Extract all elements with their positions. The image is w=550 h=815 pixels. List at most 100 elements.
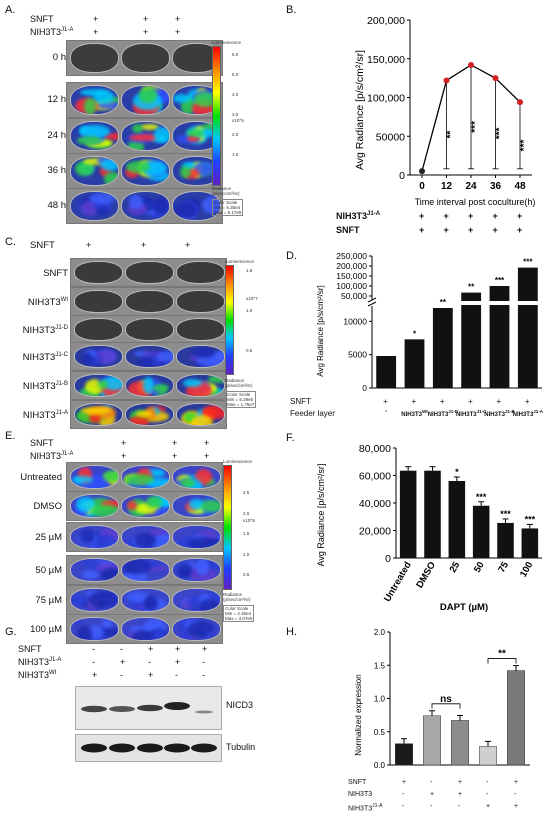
feeder-label-main: NIH3T3 bbox=[427, 412, 449, 418]
signal-blob bbox=[177, 563, 192, 577]
signal-blob bbox=[83, 158, 111, 166]
signal-blob bbox=[125, 474, 155, 486]
time-label: 0 h bbox=[52, 52, 66, 63]
bar-break-gap bbox=[488, 301, 511, 305]
plus-sign: + bbox=[172, 438, 178, 448]
significance-label: *** bbox=[495, 276, 505, 285]
y-tick-label: 0 bbox=[399, 170, 405, 182]
signal-blob bbox=[128, 415, 149, 425]
x-tick-label: 75 bbox=[496, 559, 511, 574]
well bbox=[121, 588, 170, 612]
signal-blob bbox=[128, 194, 144, 210]
y-tick-label: 100,000 bbox=[367, 93, 405, 105]
panel-a-tick: 6.0 bbox=[232, 52, 239, 57]
signal-blob bbox=[81, 559, 102, 567]
bar bbox=[424, 470, 441, 558]
bar bbox=[461, 292, 482, 388]
signal-blob bbox=[103, 470, 118, 483]
row-label: NIH3T3J1-A bbox=[18, 657, 61, 667]
y-tick-label: 200,000 bbox=[367, 15, 405, 27]
sign: + bbox=[486, 803, 491, 810]
sign: - bbox=[92, 657, 95, 667]
signal-blob bbox=[153, 383, 170, 393]
well bbox=[70, 191, 119, 221]
panel-d-row-snft: SNFT bbox=[290, 397, 311, 406]
signal-blob bbox=[129, 133, 159, 142]
dose-label: DMSO bbox=[33, 501, 63, 512]
significance-label: *** bbox=[525, 514, 536, 524]
y-tick-label: 80,000 bbox=[359, 443, 391, 455]
well bbox=[176, 261, 225, 284]
signal-blob bbox=[198, 599, 220, 611]
plus-sign: + bbox=[496, 397, 502, 406]
significance-label: ns bbox=[440, 694, 452, 705]
signal-blob bbox=[183, 168, 199, 180]
row-label-main: SNFT bbox=[43, 268, 68, 279]
signal-blob bbox=[144, 468, 166, 478]
row-label: SNFT bbox=[18, 644, 42, 654]
well bbox=[176, 290, 225, 313]
dose-label: Untreated bbox=[20, 472, 62, 483]
snft-header: SNFT bbox=[30, 240, 55, 251]
signal-blob bbox=[152, 628, 166, 640]
panel-c-color-scale: Color Scale Min = 5.39e6 Max = 1.75e7 bbox=[225, 391, 257, 408]
well bbox=[74, 318, 123, 341]
x-tick-label: 25 bbox=[448, 559, 463, 574]
well bbox=[172, 558, 221, 582]
row-label-sup: J1-A bbox=[49, 657, 62, 663]
signal-blob bbox=[83, 98, 96, 114]
feeder-label-sup: J1-B bbox=[504, 409, 515, 414]
row-label-sup: J1-B bbox=[55, 381, 68, 387]
signal-blob bbox=[181, 162, 196, 170]
row-label-main: NIH3T3 bbox=[22, 381, 56, 393]
y-tick-label: 0 bbox=[385, 553, 391, 565]
bar bbox=[404, 339, 425, 388]
signal-blob bbox=[146, 496, 162, 509]
axis-break bbox=[367, 301, 377, 307]
signal-blob bbox=[180, 478, 196, 488]
bar bbox=[479, 746, 497, 766]
signal-blob bbox=[71, 618, 83, 625]
panel-d-row-feeder: Feeder layer bbox=[290, 409, 335, 418]
row-label-main: NIH3T3 bbox=[27, 297, 61, 309]
panel-a-tick: 3.0 bbox=[232, 112, 239, 117]
signal-blob bbox=[177, 628, 193, 640]
panel-d-ylabel: Avg Radiance [p/s/cm²/sr] bbox=[316, 285, 325, 376]
row-label: SNFT bbox=[10, 268, 68, 279]
y-tick-label: 50000 bbox=[376, 131, 405, 143]
y-tick-label: 50,000 bbox=[341, 291, 367, 301]
significance-label: ** bbox=[446, 131, 457, 139]
signal-blob bbox=[143, 595, 159, 611]
sign: - bbox=[430, 803, 433, 810]
panel-c-colorbar bbox=[225, 265, 234, 375]
well bbox=[172, 465, 221, 489]
y-tick-label: 10000 bbox=[343, 316, 367, 326]
row-label-main: NIH3T3 bbox=[18, 670, 50, 680]
nicd3-label: NICD3 bbox=[226, 700, 254, 710]
plus-sign: + bbox=[443, 225, 449, 235]
significance-label: ** bbox=[498, 649, 506, 660]
time-label: 48 h bbox=[47, 200, 67, 211]
plus-sign: + bbox=[524, 397, 530, 406]
signal-blob bbox=[88, 414, 101, 423]
tubulin-blot bbox=[75, 734, 222, 762]
signal-blob bbox=[103, 132, 118, 141]
y-tick-label: 2.0 bbox=[374, 628, 386, 637]
sign: + bbox=[514, 779, 519, 786]
signal-blob bbox=[141, 564, 168, 572]
sign: + bbox=[175, 657, 181, 667]
row-label-main: NIH3T3 bbox=[18, 657, 50, 667]
well bbox=[70, 525, 119, 549]
y-tick-label: 0.5 bbox=[374, 728, 386, 737]
plus-sign: + bbox=[143, 27, 149, 37]
y-tick-label: 40,000 bbox=[359, 498, 391, 510]
plus-sign: + bbox=[175, 14, 181, 24]
signal-blob bbox=[187, 134, 199, 143]
signal-blob bbox=[202, 196, 220, 215]
well bbox=[70, 588, 119, 612]
sign: - bbox=[120, 670, 123, 680]
plus-sign: + bbox=[492, 211, 498, 221]
row-label-main: NIH3T3 bbox=[348, 791, 373, 798]
bar bbox=[423, 715, 441, 766]
well bbox=[70, 617, 119, 641]
